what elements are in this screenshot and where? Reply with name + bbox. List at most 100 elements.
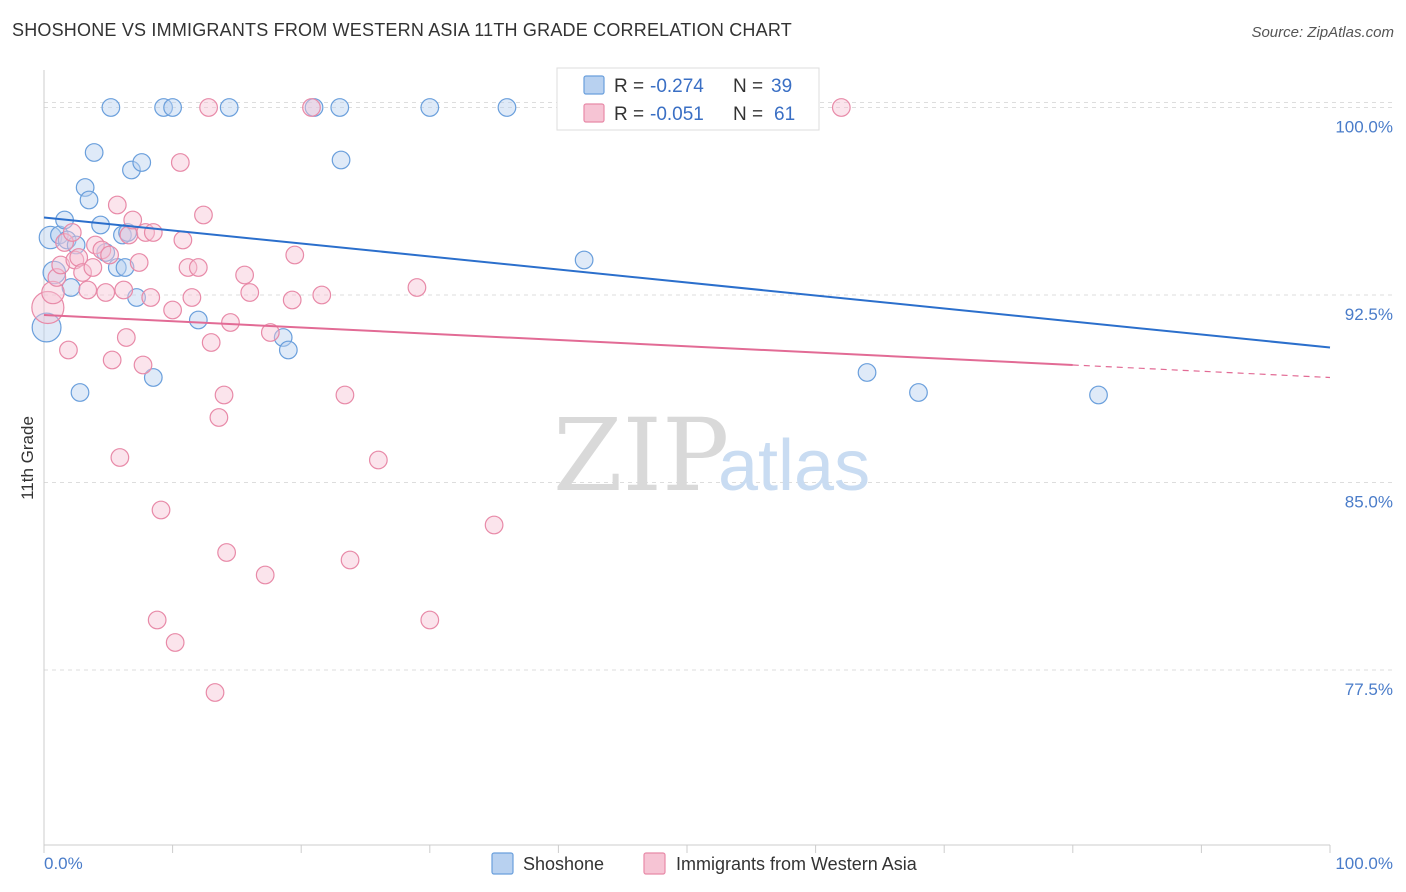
point-immigrants: [302, 98, 321, 117]
x-tick-label-min: 0.0%: [44, 854, 83, 873]
point-shoshone: [909, 383, 928, 402]
point-shoshone: [163, 98, 183, 117]
point-immigrants: [59, 340, 78, 360]
point-immigrants: [83, 258, 103, 277]
point-immigrants: [62, 223, 82, 242]
point-shoshone: [188, 310, 208, 330]
point-immigrants: [170, 153, 190, 172]
gridlines: [44, 102, 1393, 671]
point-immigrants: [96, 283, 116, 302]
legend-r-label-1: R =: [614, 76, 644, 97]
point-immigrants: [129, 253, 149, 272]
point-immigrants: [110, 448, 130, 467]
point-immigrants: [199, 98, 219, 117]
point-immigrants: [107, 195, 127, 215]
y-tick-label: 100.0%: [1335, 118, 1393, 137]
point-immigrants: [163, 300, 183, 320]
legend-r-value-1: -0.274: [650, 76, 704, 97]
point-immigrants: [69, 248, 89, 267]
point-shoshone: [219, 98, 239, 117]
point-immigrants: [420, 610, 440, 630]
y-axis-label: 11th Grade: [18, 416, 37, 500]
stats-legend: R = -0.274 N = 39 R = -0.051 N = 61: [556, 67, 820, 131]
point-immigrants: [201, 333, 221, 352]
point-immigrants: [47, 268, 67, 287]
point-shoshone: [278, 340, 298, 360]
legend-r-label-2: R =: [614, 104, 644, 125]
point-shoshone: [91, 215, 110, 235]
point-immigrants: [260, 323, 280, 342]
series-legend-swatch-shoshone: [491, 852, 514, 875]
point-shoshone: [31, 312, 62, 343]
point-immigrants: [133, 355, 153, 375]
x-tick-marks: [43, 845, 1331, 853]
point-immigrants: [335, 385, 355, 405]
point-shoshone: [857, 363, 877, 382]
point-immigrants: [282, 290, 302, 310]
point-shoshone: [330, 98, 350, 117]
point-shoshone: [75, 178, 95, 197]
point-shoshone: [122, 160, 141, 180]
point-immigrants: [240, 283, 260, 302]
legend-swatch-shoshone: [583, 75, 605, 95]
x-tick-labels: 0.0% 100.0%: [44, 854, 1393, 873]
point-immigrants: [151, 500, 171, 520]
point-immigrants: [100, 245, 119, 265]
point-shoshone: [132, 153, 152, 172]
legend-n-value-2: 61: [774, 104, 795, 125]
point-immigrants: [285, 245, 305, 265]
point-immigrants: [407, 278, 427, 297]
point-immigrants: [214, 385, 234, 405]
legend-r-value-2: -0.051: [650, 104, 704, 125]
point-shoshone: [420, 98, 440, 117]
point-immigrants: [217, 543, 237, 562]
legend-swatch-immigrants: [583, 103, 605, 123]
source-credit: Source: ZipAtlas.com: [1251, 24, 1394, 41]
point-immigrants: [147, 610, 167, 630]
point-immigrants: [255, 565, 275, 585]
point-immigrants: [178, 258, 198, 277]
point-shoshone: [1089, 385, 1108, 405]
watermark: ZIP atlas: [553, 397, 870, 514]
point-immigrants: [340, 550, 360, 570]
y-tick-labels: 100.0% 92.5% 85.0% 77.5%: [1335, 118, 1393, 700]
point-immigrants: [55, 233, 74, 252]
point-shoshone: [101, 98, 121, 117]
y-tick-label: 92.5%: [1345, 305, 1393, 324]
watermark-atlas: atlas: [718, 426, 870, 506]
point-immigrants: [116, 328, 136, 347]
point-immigrants: [235, 265, 255, 285]
point-shoshone: [79, 190, 99, 210]
point-immigrants: [51, 255, 71, 275]
point-immigrants: [86, 235, 105, 255]
point-shoshone: [574, 250, 594, 270]
series-legend-swatch-immigrants: [643, 852, 666, 875]
point-immigrants: [484, 515, 504, 535]
point-immigrants: [173, 230, 193, 250]
point-immigrants: [143, 223, 163, 242]
point-immigrants: [182, 288, 202, 307]
legend-n-label-1: N =: [733, 76, 763, 97]
point-shoshone: [70, 383, 90, 402]
point-immigrants: [312, 285, 332, 305]
series-legend: Shoshone Immigrants from Western Asia: [491, 852, 918, 875]
series-legend-label-shoshone: Shoshone: [523, 854, 604, 874]
point-immigrants: [368, 450, 388, 470]
legend-n-value-1: 39: [771, 76, 792, 97]
point-shoshone: [84, 143, 104, 162]
point-immigrants: [41, 280, 65, 305]
point-immigrants: [78, 280, 98, 300]
trendlines: [43, 216, 1331, 379]
series-legend-label-immigrants: Immigrants from Western Asia: [676, 854, 918, 874]
point-immigrants: [165, 633, 185, 652]
watermark-zip: ZIP: [553, 397, 729, 514]
point-shoshone: [331, 150, 351, 170]
x-tick-label-max: 100.0%: [1335, 854, 1393, 873]
point-shoshone: [115, 258, 135, 277]
point-immigrants: [188, 258, 208, 277]
point-immigrants: [205, 683, 225, 702]
chart-title: SHOSHONE VS IMMIGRANTS FROM WESTERN ASIA…: [12, 20, 792, 40]
point-shoshone: [497, 98, 517, 117]
y-tick-label: 85.0%: [1345, 493, 1393, 512]
point-shoshone: [143, 368, 163, 387]
